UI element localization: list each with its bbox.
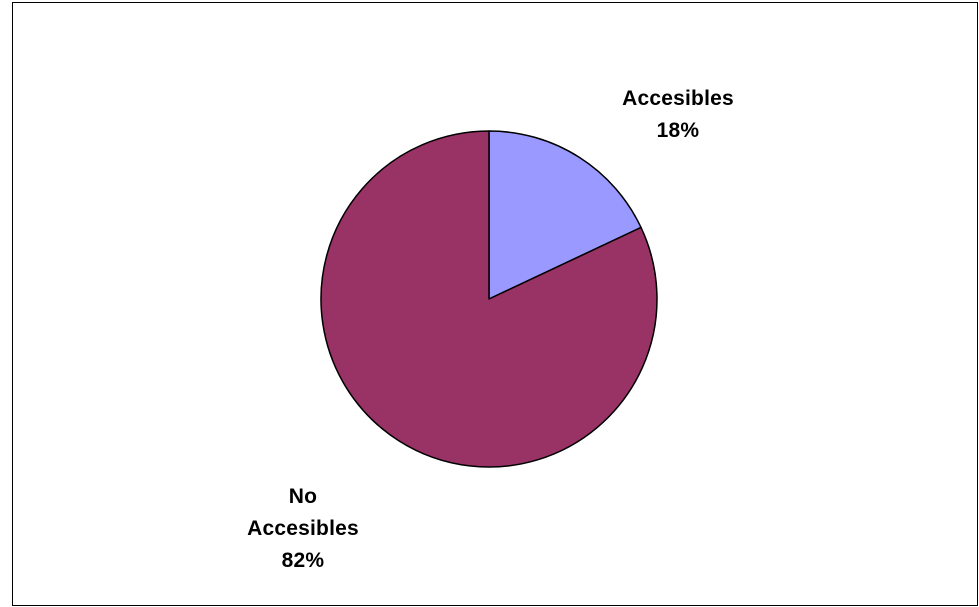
slice-label-accesibles-percent: 18% xyxy=(656,119,700,142)
slice-label-accesibles: Accesibles 18% xyxy=(598,83,758,147)
chart-frame: Accesibles 18% No Accesibles 82% xyxy=(12,2,978,606)
pie-slice-1 xyxy=(320,130,658,468)
pie-slice-0 xyxy=(488,130,642,300)
slice-label-no-accesibles-percent: 82% xyxy=(281,549,325,572)
slice-label-no-accesibles-line2: Accesibles xyxy=(247,517,359,540)
slice-label-no-accesibles: No Accesibles 82% xyxy=(223,481,383,577)
slice-label-no-accesibles-line1: No xyxy=(288,485,318,508)
pie-chart xyxy=(320,130,658,468)
slice-label-accesibles-name: Accesibles xyxy=(622,87,734,110)
